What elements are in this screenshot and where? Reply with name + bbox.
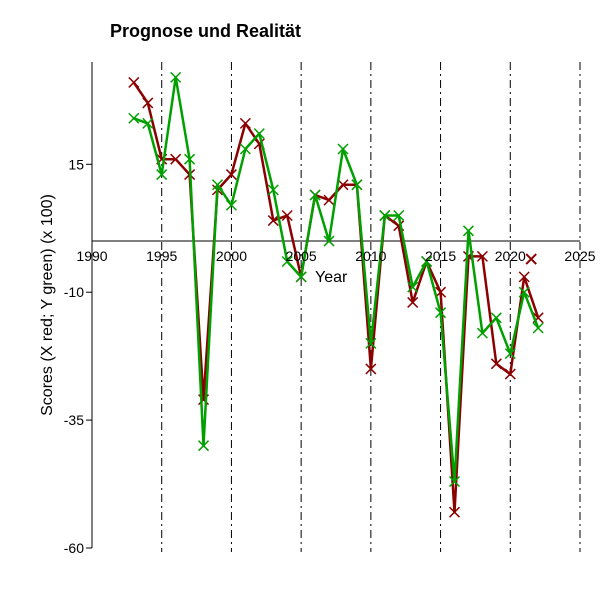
- series-1-point: [156, 169, 168, 181]
- series-0-point: [225, 169, 237, 181]
- series-1-point: [337, 143, 349, 155]
- marker-icon: [525, 253, 537, 265]
- x-tick-label-2020: 2020: [495, 248, 526, 264]
- series-0-point: [281, 209, 293, 222]
- series-0-point: [435, 286, 447, 298]
- series-1-point: [504, 348, 516, 360]
- series-0-point: [323, 194, 335, 206]
- series-1-point: [211, 179, 224, 191]
- series-0-point: [365, 363, 377, 375]
- y-tick-label--10: -10: [64, 284, 84, 300]
- y-axis-label: Scores (X red; Y green) (x 100): [39, 194, 56, 416]
- series-1-point: [518, 286, 530, 298]
- series-0-point: [239, 117, 251, 129]
- series-1-point: [379, 209, 391, 222]
- x-tick-label-1995: 1995: [146, 248, 177, 264]
- series-1-point: [435, 307, 447, 319]
- x-tick-label-2000: 2000: [216, 248, 247, 264]
- series-1-point: [490, 312, 502, 324]
- y-tick-label-15: 15: [68, 156, 84, 172]
- series-1-point: [309, 189, 321, 201]
- reference-lines: [161, 62, 581, 552]
- series-1-point: [476, 327, 488, 339]
- series-1-point: [351, 179, 363, 191]
- y-tick-label--60: -60: [64, 540, 84, 556]
- series-1-point: [462, 225, 474, 237]
- series-1: [128, 71, 544, 488]
- series-0-point: [448, 506, 461, 518]
- series-0-point: [142, 97, 154, 109]
- series-0: [128, 76, 544, 518]
- series-1-point: [365, 337, 377, 349]
- series-0-point: [407, 296, 419, 308]
- y-tick-label--35: -35: [64, 412, 84, 428]
- x-tick-label-2025: 2025: [564, 248, 595, 264]
- series-0-point: [337, 179, 349, 191]
- series-1-point: [128, 112, 140, 124]
- series-0-point: [476, 250, 488, 262]
- series-1-point: [407, 281, 419, 293]
- series-1-line: [133, 76, 540, 483]
- series-1-point: [421, 255, 433, 268]
- series-1-point: [393, 209, 405, 222]
- series-1-point: [267, 184, 279, 196]
- x-tick-label-2010: 2010: [355, 248, 386, 264]
- series-group: [128, 71, 544, 518]
- series-1-point: [225, 199, 237, 211]
- series-1-point: [253, 128, 265, 140]
- series-1-point: [323, 235, 335, 247]
- series-1-point: [170, 71, 182, 83]
- tick-labels: 1990 1995 2000 2005 2010 2015 2020 2025 15 -10 -35…: [64, 156, 596, 556]
- series-legend-marker: [525, 253, 537, 265]
- series-1-point: [142, 117, 154, 129]
- series-0-point: [518, 271, 530, 283]
- series-1-point: [532, 322, 544, 334]
- series-0-point: [490, 358, 502, 370]
- series-1-point: [281, 255, 293, 268]
- series-0-point: [170, 153, 182, 165]
- series-1-point: [184, 153, 196, 165]
- series-1-point: [295, 271, 307, 283]
- chart-title: Prognose und Realität: [110, 21, 301, 41]
- series-0-point: [267, 215, 279, 227]
- series-1-point: [198, 440, 210, 452]
- x-tick-label-1990: 1990: [76, 248, 107, 264]
- series-1-point: [448, 475, 461, 488]
- series-0-point: [128, 76, 140, 88]
- x-tick-label-2005: 2005: [286, 248, 317, 264]
- x-axis-label: Year: [315, 269, 348, 286]
- axes: [86, 62, 580, 549]
- x-tick-label-2015: 2015: [425, 248, 456, 264]
- series-1-point: [239, 143, 251, 155]
- series-0-point: [504, 368, 516, 380]
